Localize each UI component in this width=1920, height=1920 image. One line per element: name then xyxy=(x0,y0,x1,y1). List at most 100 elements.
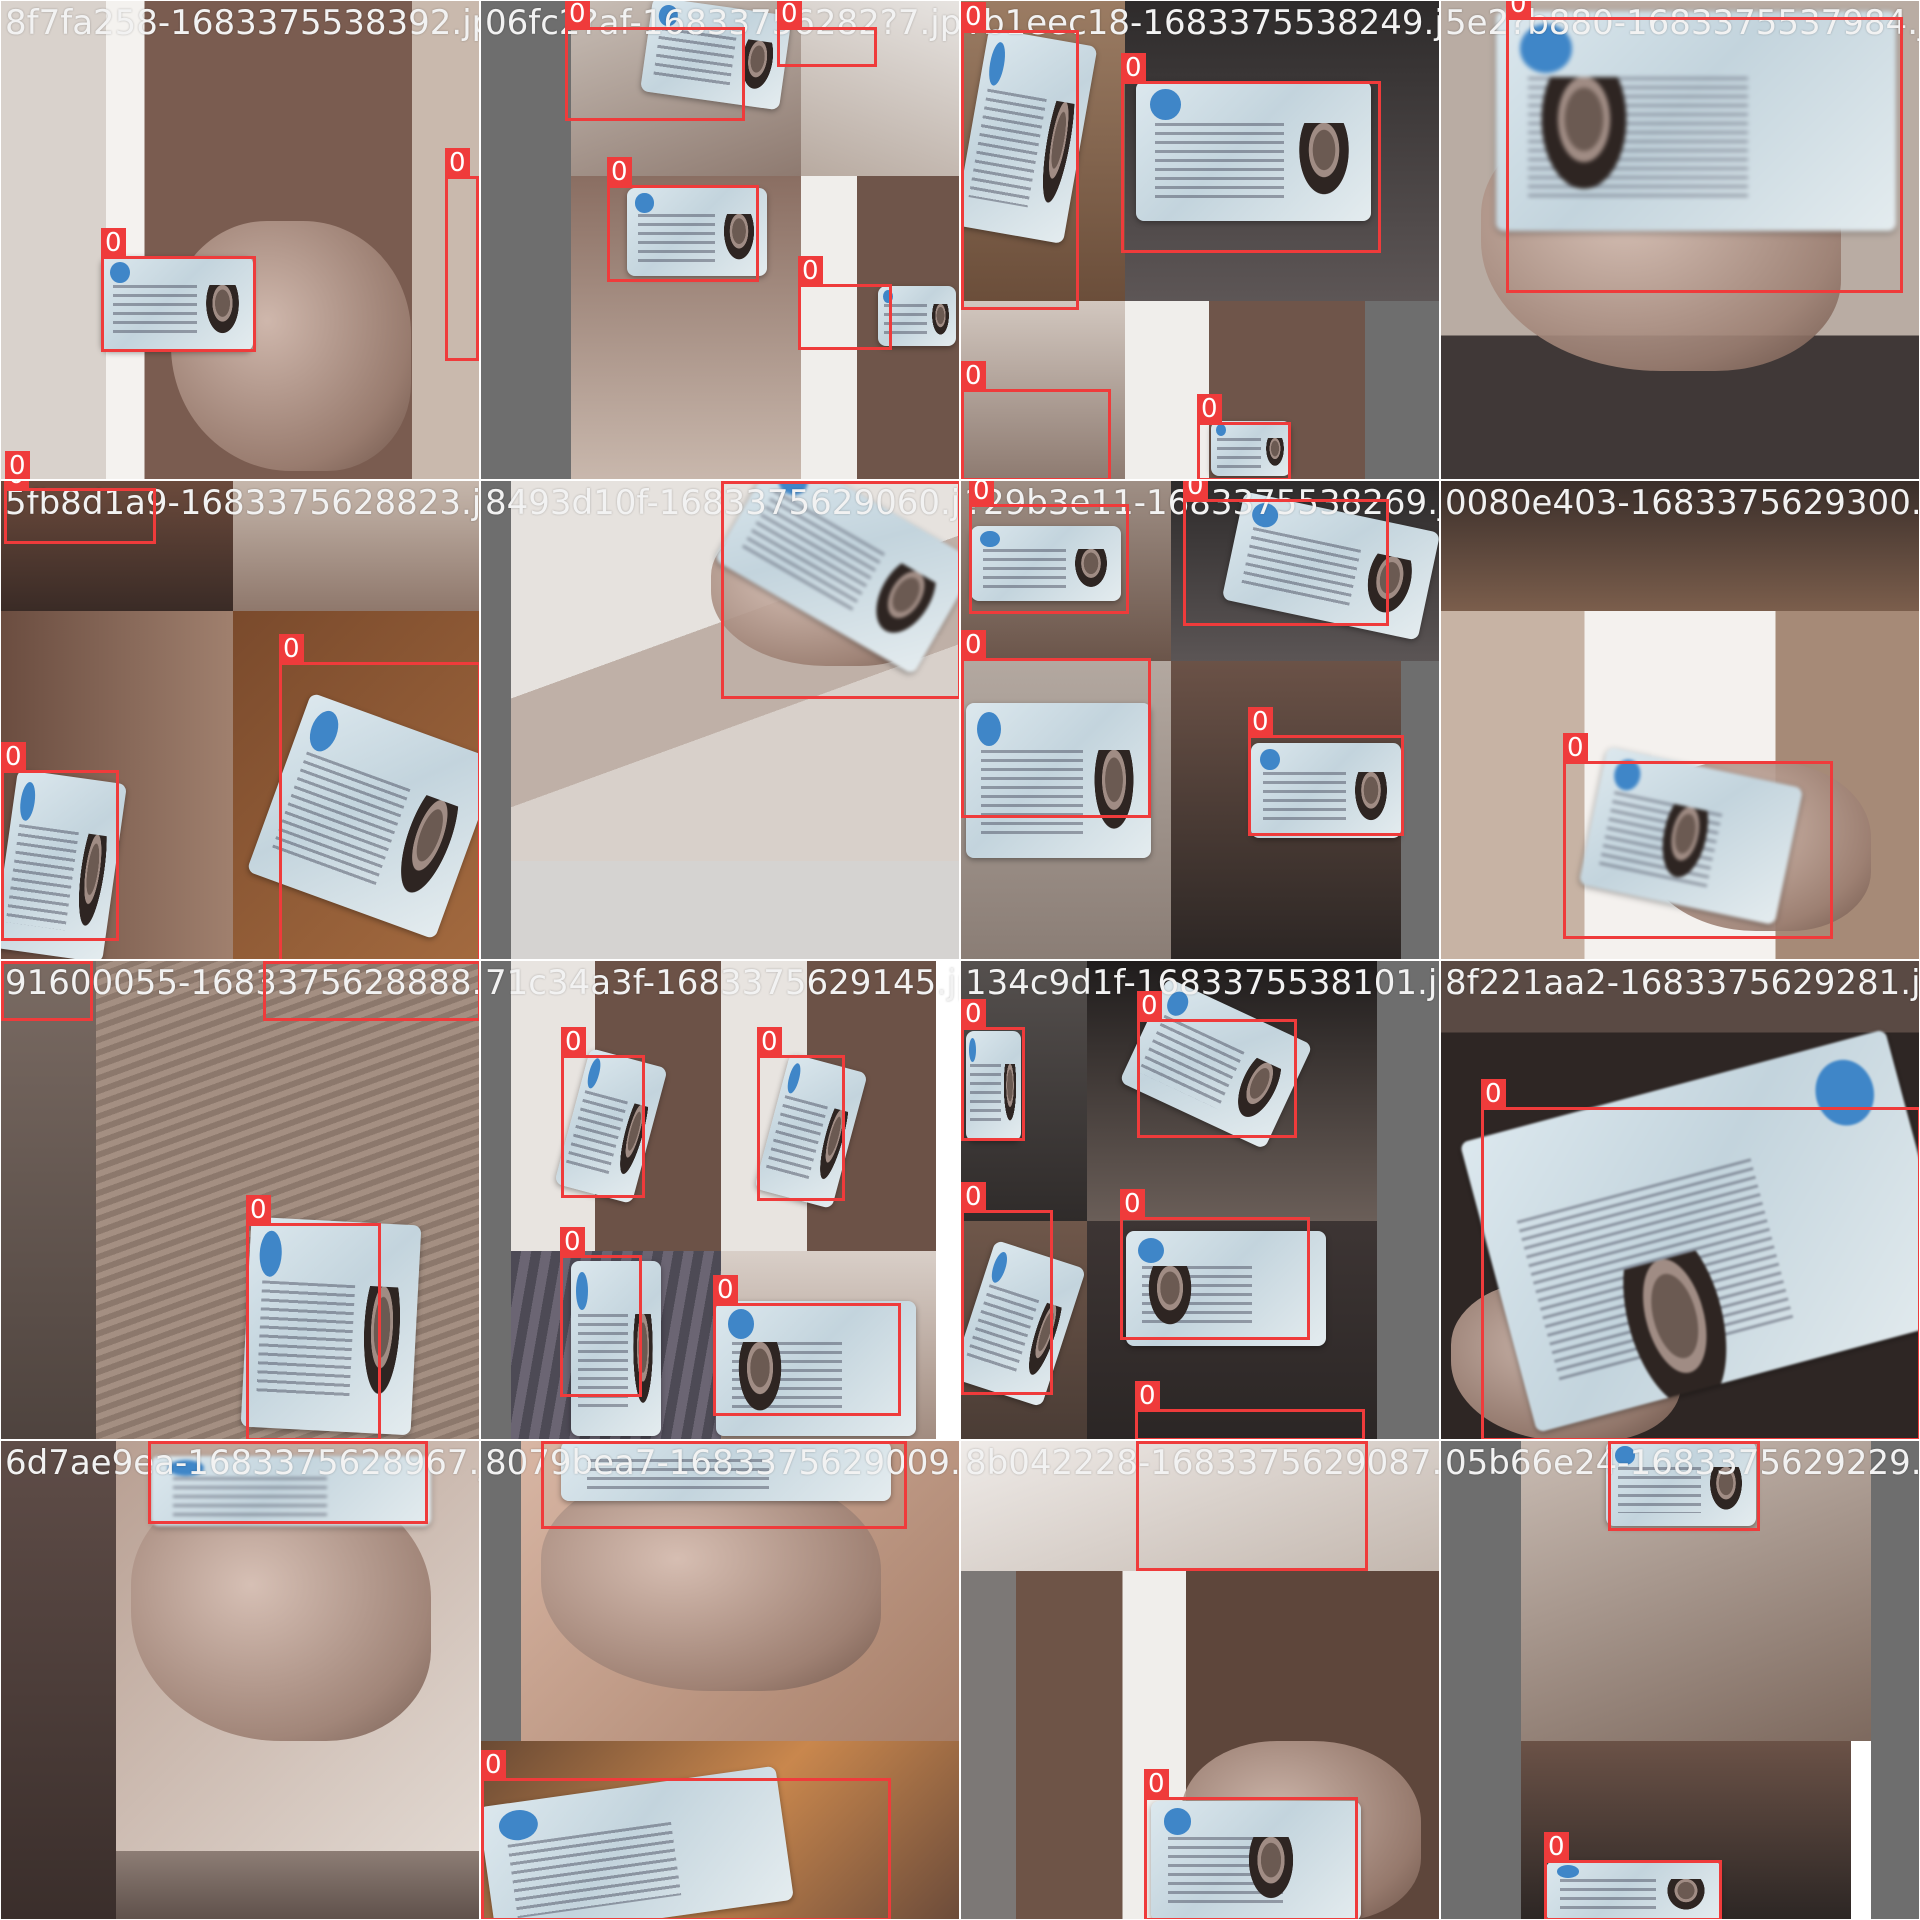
box-class-label: 0 xyxy=(565,1,590,29)
box-class-label: 0 xyxy=(607,157,632,187)
photo-background xyxy=(1,961,96,1439)
padding-area xyxy=(1441,1441,1521,1919)
box-class-label: 0 xyxy=(757,1027,782,1057)
tile-file-name: 8b042228-1683375629087.jpg xyxy=(965,1443,1439,1483)
detection-box: 0 xyxy=(101,228,256,352)
detection-box: 0 xyxy=(961,630,1151,818)
box-class-label: 0 xyxy=(1120,1189,1145,1219)
box-class-label: 0 xyxy=(541,1441,566,1443)
detection-box: 0 xyxy=(1183,481,1389,626)
detection-box: 0 xyxy=(4,481,156,544)
id-card xyxy=(561,1441,891,1501)
mosaic-tile-15: 8b042228-1683375629087.jpg 0 0 xyxy=(960,1440,1440,1920)
box-class-label: 0 xyxy=(445,148,470,178)
box-class-label: 0 xyxy=(777,1,802,29)
mosaic-tile-4: 5e2?b880-1683375537984.jpg 0 xyxy=(1440,0,1920,480)
detection-box: 0 xyxy=(1137,991,1297,1138)
detection-box: 0 xyxy=(1197,394,1291,479)
mosaic-tile-16: 05b66e24-1683375629229.jpg 0 0 xyxy=(1440,1440,1920,1920)
box-class-label: 0 xyxy=(969,481,994,506)
padding-area xyxy=(481,1,571,479)
detection-box: 0 xyxy=(798,256,892,350)
box-class-label: 0 xyxy=(721,481,746,483)
padding-area xyxy=(481,1441,521,1741)
detection-box: 0 xyxy=(1136,1441,1368,1571)
box-class-label: 0 xyxy=(1506,1,1531,19)
detection-box: 0 xyxy=(5,451,30,479)
padding-area xyxy=(1365,301,1439,479)
id-card xyxy=(1546,1861,1721,1919)
tile-file-name: 05b66e24-1683375629229.jpg xyxy=(1445,1443,1919,1483)
detection-box: 0 xyxy=(1506,1,1903,293)
detection-box: 0 xyxy=(961,2,1079,310)
detection-box: 0 xyxy=(246,1195,381,1439)
id-card xyxy=(966,703,1151,858)
box-class-label: 0 xyxy=(1136,1441,1161,1443)
mosaic-tile-7: ?29b3e11-1683375538269.jpg 0 0 0 0 xyxy=(960,480,1440,960)
photo-background xyxy=(1441,481,1919,611)
id-card xyxy=(1126,1231,1326,1346)
id-card xyxy=(1151,1801,1361,1919)
box-class-label: 0 xyxy=(1135,1381,1160,1411)
box-class-label: 0 xyxy=(1137,991,1162,1021)
tile-file-name: 0080e403-1683375629300.jpg xyxy=(1445,483,1919,523)
id-card xyxy=(627,188,767,276)
mosaic-tile-10: 71c34a3f-1683375629145.jpg 0 0 0 0 xyxy=(480,960,960,1440)
box-class-label: 0 xyxy=(279,634,304,664)
padding-area xyxy=(1401,661,1439,959)
tile-file-name: 91600055-1683375628888.jpg xyxy=(5,963,479,1003)
photo-background xyxy=(961,1571,1016,1919)
detection-box: 0 xyxy=(961,361,1111,479)
box-class-label: 0 xyxy=(1608,1441,1633,1443)
detection-box: 0 xyxy=(445,148,479,361)
photo-background xyxy=(233,481,479,611)
box-class-label: 0 xyxy=(1197,394,1222,424)
detection-box: 0 xyxy=(1544,1832,1722,1919)
box-class-label: 0 xyxy=(561,1027,586,1057)
box-class-label: 0 xyxy=(1,961,26,963)
photo-background xyxy=(801,1,959,176)
mosaic-tile-5: 5fb8d1a9-1683375628823.jpg 0 0 0 xyxy=(0,480,480,960)
detection-box: 0 xyxy=(1608,1441,1760,1531)
detection-box: 0 xyxy=(1481,1079,1919,1439)
id-card xyxy=(1606,1441,1756,1526)
tile-file-name: ?b1eec18-1683375538249.jpg xyxy=(965,3,1440,43)
box-class-label: 0 xyxy=(263,961,288,963)
box-class-label: 0 xyxy=(1121,53,1146,83)
mosaic-tile-2: 06fc2?af-16833756282?7.jpg 0 0 0 0 xyxy=(480,0,960,480)
box-class-label: 0 xyxy=(961,2,986,32)
box-class-label: 0 xyxy=(481,1750,506,1780)
detection-box: 0 xyxy=(961,1182,1053,1395)
tile-file-name: 6d7ae9ea-1683375628967.jpg xyxy=(5,1443,480,1483)
detection-box: 0 xyxy=(961,999,1025,1141)
box-class-label: 0 xyxy=(961,1182,986,1212)
padding-area xyxy=(1871,1441,1919,1919)
detection-box: 0 xyxy=(279,634,479,959)
photo-background xyxy=(511,861,959,959)
tile-file-name: 8079bea7-1683375629009.jpg xyxy=(485,1443,960,1483)
box-class-label: 0 xyxy=(1563,733,1588,763)
detection-box: 0 xyxy=(607,157,759,282)
tile-file-name: 71c34a3f-1683375629145.jpg xyxy=(485,963,960,1003)
photo-background xyxy=(1,1441,116,1919)
box-class-label: 0 xyxy=(1,742,26,772)
mosaic-tile-6: 8493d10f-1683375629060.jpg 0 xyxy=(480,480,960,960)
detection-box: 0 xyxy=(1120,1189,1310,1340)
mosaic-tile-11: 134c9d1f-1683375538101.jpg 0 0 0 0 0 xyxy=(960,960,1440,1440)
photo-background xyxy=(116,1851,479,1919)
padding-area xyxy=(481,961,511,1439)
mosaic-tile-8: 0080e403-1683375629300.jpg 0 xyxy=(1440,480,1920,960)
detection-box: 0 xyxy=(561,1027,645,1198)
id-card xyxy=(1496,11,1896,231)
mosaic-tile-14: 8079bea7-1683375629009.jpg 0 0 xyxy=(480,1440,960,1920)
detection-box: 0 xyxy=(1,742,119,941)
detection-box: 0 xyxy=(541,1441,907,1529)
detection-box: 0 xyxy=(560,1227,642,1397)
id-card xyxy=(971,526,1121,601)
detection-box: 0 xyxy=(263,961,479,1021)
box-class-label: 0 xyxy=(246,1195,271,1225)
detection-box: 0 xyxy=(148,1441,428,1524)
box-class-label: 0 xyxy=(148,1441,173,1443)
tile-file-name: 06fc2?af-16833756282?7.jpg xyxy=(485,3,960,43)
